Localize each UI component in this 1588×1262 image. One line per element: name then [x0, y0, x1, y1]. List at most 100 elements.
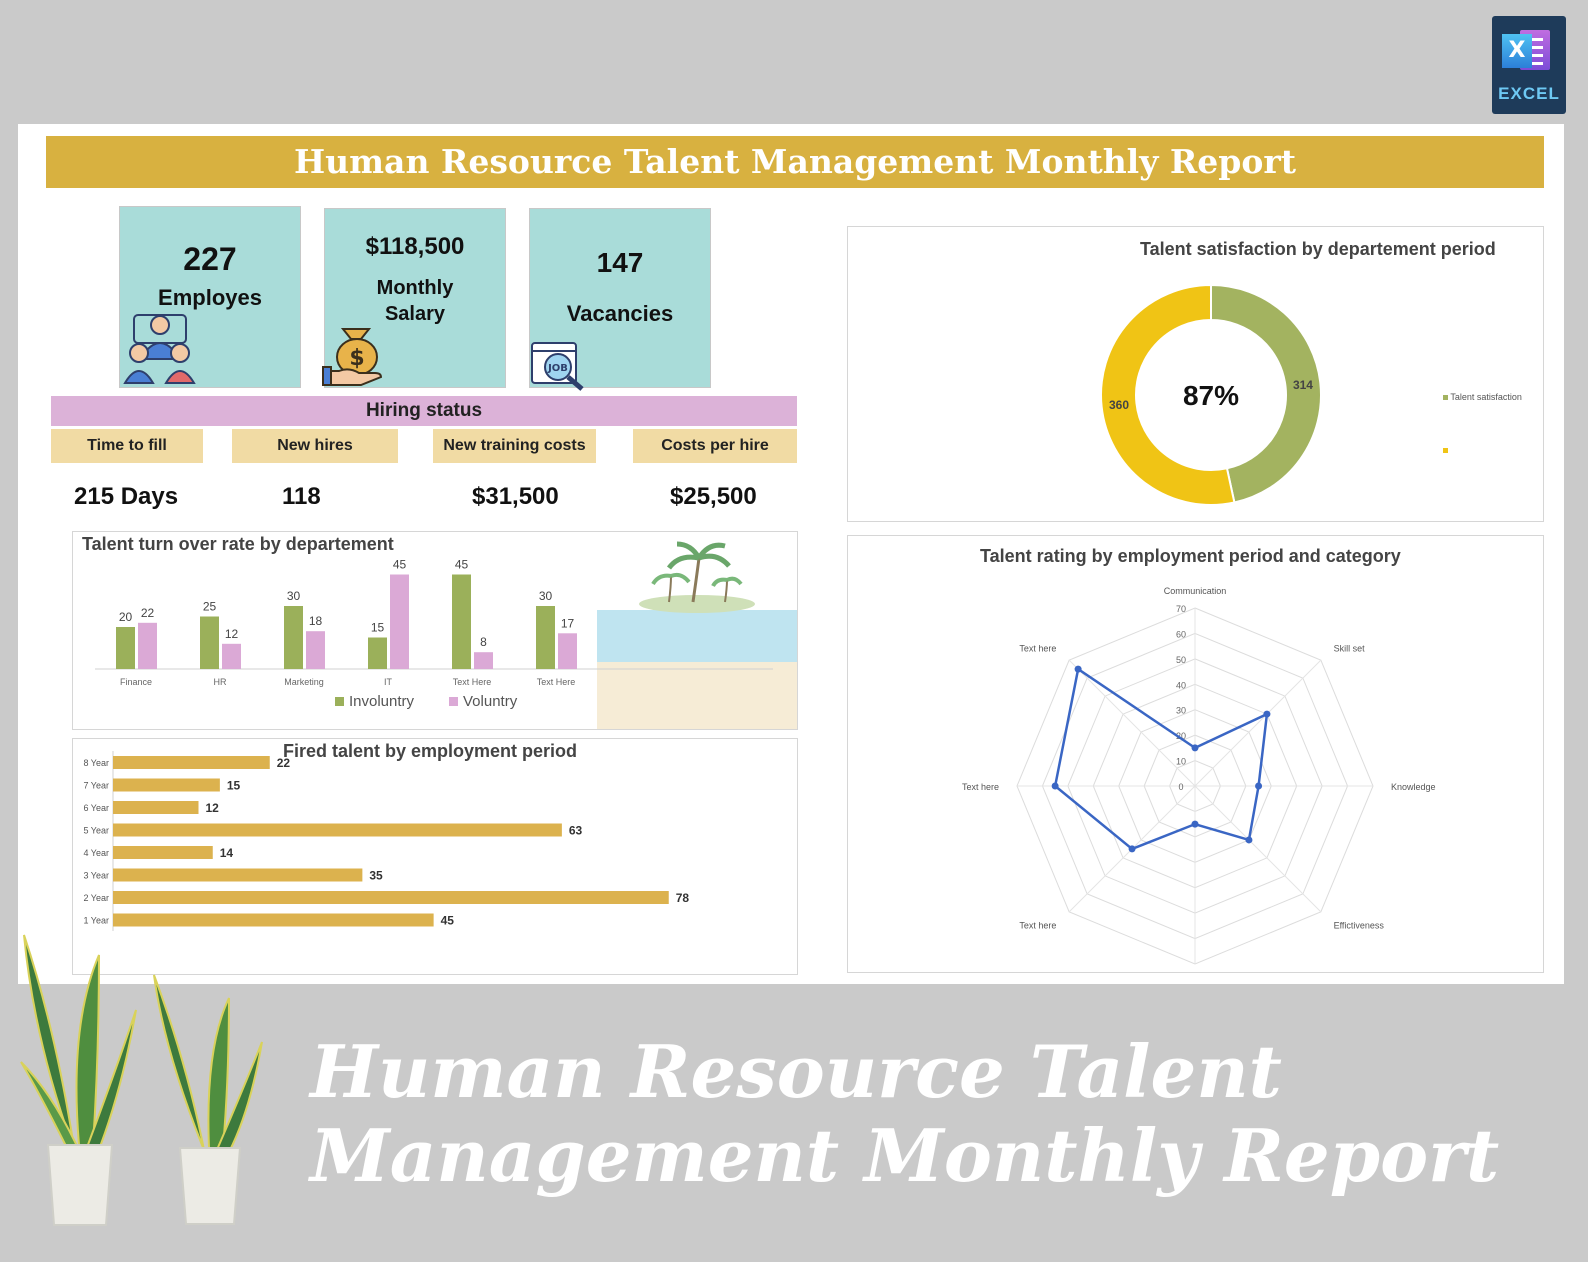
turnover-data-label: 30 — [287, 589, 301, 603]
radar-point — [1255, 782, 1263, 790]
stat-training-costs-label: New training costs — [433, 429, 596, 463]
fired-category-label: 5 Year — [83, 826, 109, 836]
turnover-bar — [536, 606, 555, 669]
fired-data-label: 35 — [369, 869, 383, 883]
fired-category-label: 2 Year — [83, 893, 109, 903]
fired-category-label: 7 Year — [83, 781, 109, 791]
radar-point — [1245, 836, 1253, 844]
turnover-data-label: 17 — [561, 616, 575, 630]
turnover-chart-plot: 20 22 Finance 25 12 HR 30 18 Marketing 15 45 IT 45 8 T… — [95, 558, 773, 710]
svg-text:JOB: JOB — [547, 363, 568, 374]
fired-category-label: 4 Year — [83, 848, 109, 858]
turnover-data-label: 45 — [393, 558, 407, 572]
turnover-chart-panel: Talent turn over rate by departement 20 2… — [72, 531, 798, 730]
radar-tick-label: 20 — [1176, 731, 1186, 741]
excel-logo: X EXCEL — [1492, 16, 1566, 114]
radar-point — [1128, 845, 1136, 853]
rating-chart-title: Talent rating by employment period and c… — [980, 546, 1401, 566]
fired-data-label: 78 — [676, 891, 690, 905]
fired-chart-plot: 8 Year 22 7 Year 15 6 Year 12 5 Year 63 4 Year 14… — [83, 751, 690, 931]
radar-point — [1191, 820, 1199, 828]
radar-axis-label: Text here — [1019, 921, 1056, 931]
radar-tick-label: 0 — [1178, 782, 1183, 792]
radar-axis-label: Knowledge — [1391, 782, 1436, 792]
radar-spoke — [1194, 659, 1322, 787]
fired-data-label: 63 — [569, 824, 583, 838]
radar-axis-label: Text here — [962, 782, 999, 792]
donut-legend-label-1: Talent satisfaction — [1450, 392, 1522, 402]
satisfaction-chart-title: Talent satisfaction by departement perio… — [1140, 239, 1496, 259]
turnover-category-label: HR — [214, 677, 227, 687]
plant-decoration — [20, 934, 263, 1226]
turnover-data-label: 18 — [309, 614, 323, 628]
radar-tick-label: 30 — [1176, 706, 1186, 716]
radar-point — [1263, 710, 1271, 718]
radar-point — [1191, 744, 1199, 752]
fired-bar — [113, 778, 220, 792]
turnover-data-label: 30 — [539, 589, 553, 603]
footer-title-line2: Management Monthly Report — [310, 1113, 1500, 1198]
footer-title: Human Resource Talent Management Monthly… — [310, 1030, 1570, 1198]
stat-cost-per-hire-label: Costs per hire — [633, 429, 797, 463]
stat-new-hires-label: New hires — [232, 429, 398, 463]
money-bag-icon: $ — [322, 328, 383, 386]
turnover-bar — [558, 633, 577, 669]
turnover-legend-label: Involuntry — [349, 693, 415, 710]
turnover-bar — [284, 606, 303, 669]
donut-center-label: 87% — [1183, 380, 1239, 411]
fired-category-label: 1 Year — [83, 916, 109, 926]
turnover-bar — [452, 574, 471, 669]
fired-data-label: 14 — [220, 846, 234, 860]
fired-bar — [113, 756, 270, 769]
fired-category-label: 8 Year — [83, 758, 109, 768]
fired-data-label: 12 — [206, 801, 220, 815]
turnover-chart-title: Talent turn over rate by departement — [82, 534, 394, 554]
satisfaction-chart-plot: 314 360 87% — [1100, 283, 1322, 506]
stat-time-to-fill-value: 215 Days — [74, 483, 179, 510]
kpi-vacancies-label: Vacancies — [566, 301, 674, 326]
legend-swatch-green — [1443, 395, 1448, 400]
footer-title-line1: Human Resource Talent — [310, 1029, 1282, 1114]
radar-axis-label: Text here — [1019, 643, 1056, 653]
turnover-category-label: Finance — [120, 677, 152, 687]
turnover-data-label: 15 — [371, 621, 385, 635]
turnover-bar — [368, 637, 387, 669]
fired-bar — [113, 823, 562, 837]
turnover-bar — [222, 643, 241, 669]
hiring-status-header: Hiring status — [51, 396, 797, 426]
kpi-employees-label: Employes — [158, 285, 262, 310]
fired-category-label: 3 Year — [83, 871, 109, 881]
turnover-data-label: 22 — [141, 606, 155, 620]
turnover-bar — [474, 652, 493, 669]
fired-category-label: 6 Year — [83, 803, 109, 813]
radar-spoke — [1068, 659, 1196, 787]
radar-spoke — [1194, 785, 1322, 913]
fired-data-label: 15 — [227, 779, 241, 793]
radar-axis-label: Effictiveness — [1334, 921, 1385, 931]
turnover-legend-swatch — [449, 697, 458, 706]
turnover-category-label: IT — [384, 677, 393, 687]
svg-text:$: $ — [349, 346, 364, 371]
kpi-vacancies-card: 147 Vacancies JOB — [529, 208, 711, 391]
fired-bar — [113, 801, 199, 814]
legend-swatch-yellow — [1443, 448, 1448, 453]
turnover-bar — [200, 616, 219, 669]
turnover-data-label: 25 — [203, 600, 217, 614]
rating-chart-plot: 0 10 20 30 40 50 60 70 Communication Skill set Kno… — [962, 586, 1436, 965]
turnover-data-label: 12 — [225, 627, 239, 641]
kpi-employees-card: 227 Employes — [119, 206, 301, 388]
turnover-bar — [116, 627, 135, 669]
kpi-vacancies-value: 147 — [596, 247, 644, 278]
beach-illustration — [597, 541, 797, 729]
turnover-category-label: Text Here — [453, 677, 492, 687]
fired-chart-panel: Fired talent by employment period 8 Year… — [72, 738, 798, 975]
turnover-bar — [138, 622, 157, 669]
turnover-category-label: Text Here — [537, 677, 576, 687]
turnover-data-label: 45 — [455, 558, 469, 572]
rating-chart-panel: Talent rating by employment period and c… — [847, 535, 1544, 973]
fired-data-label: 45 — [441, 914, 455, 928]
radar-tick-label: 10 — [1176, 757, 1186, 767]
excel-label: EXCEL — [1498, 84, 1560, 103]
turnover-data-label: 8 — [480, 635, 487, 649]
turnover-bar — [390, 574, 409, 669]
